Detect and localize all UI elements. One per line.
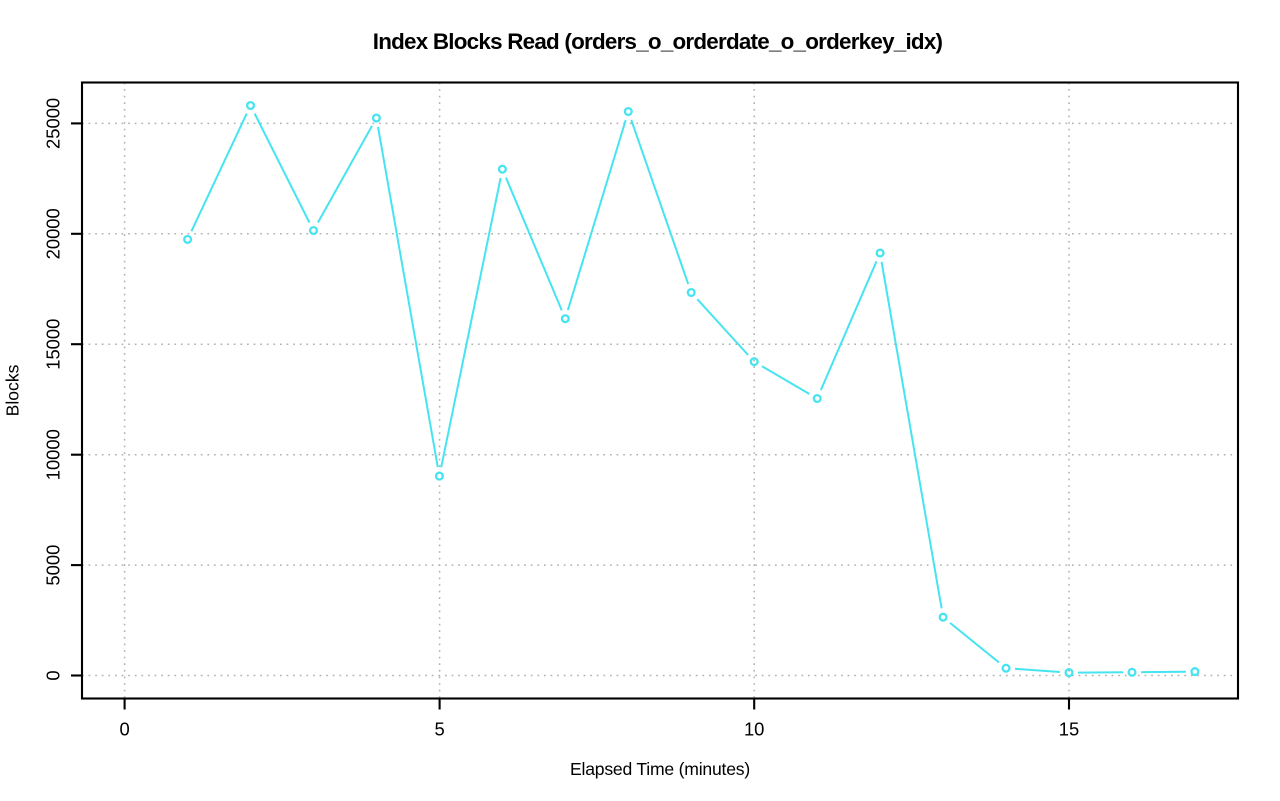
svg-text:0: 0 xyxy=(119,719,129,740)
svg-text:Elapsed Time (minutes): Elapsed Time (minutes) xyxy=(570,759,750,779)
svg-text:0: 0 xyxy=(42,670,63,680)
svg-text:5000: 5000 xyxy=(42,545,63,586)
svg-text:20000: 20000 xyxy=(42,208,63,259)
svg-text:15: 15 xyxy=(1059,719,1079,740)
svg-text:Index Blocks Read (orders_o_or: Index Blocks Read (orders_o_orderdate_o_… xyxy=(373,29,943,54)
svg-text:15000: 15000 xyxy=(42,319,63,370)
svg-text:25000: 25000 xyxy=(42,98,63,149)
svg-text:10000: 10000 xyxy=(42,429,63,480)
svg-text:10: 10 xyxy=(744,719,764,740)
svg-text:Blocks: Blocks xyxy=(3,364,23,416)
svg-text:5: 5 xyxy=(434,719,444,740)
